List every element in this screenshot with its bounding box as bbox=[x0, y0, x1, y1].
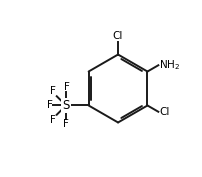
Text: F: F bbox=[46, 101, 52, 110]
Text: Cl: Cl bbox=[112, 31, 123, 41]
Text: F: F bbox=[63, 119, 68, 129]
Text: F: F bbox=[50, 86, 56, 96]
Text: F: F bbox=[63, 82, 69, 92]
Text: Cl: Cl bbox=[158, 107, 169, 117]
Text: F: F bbox=[50, 115, 56, 125]
Text: NH$_2$: NH$_2$ bbox=[158, 58, 179, 72]
Text: S: S bbox=[62, 99, 69, 112]
